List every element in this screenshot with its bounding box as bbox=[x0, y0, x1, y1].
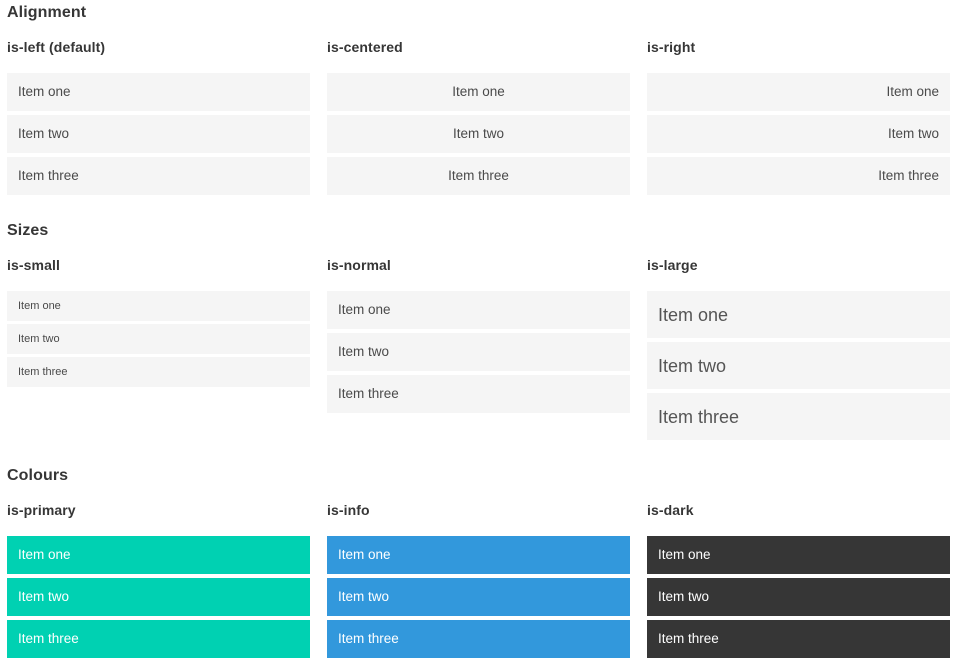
colours-columns: is-primary Item one Item two Item three … bbox=[7, 502, 950, 662]
list-item: Item three bbox=[647, 157, 950, 195]
list-is-primary: Item one Item two Item three bbox=[7, 536, 310, 658]
alignment-columns: is-left (default) Item one Item two Item… bbox=[7, 39, 950, 199]
list-item: Item one bbox=[7, 73, 310, 111]
section-title-colours: Colours bbox=[7, 467, 69, 484]
section-sizes: Sizes is-small Item one Item two Item th… bbox=[7, 221, 950, 444]
list-item: Item one bbox=[7, 536, 310, 574]
column-is-info: is-info Item one Item two Item three bbox=[327, 502, 630, 662]
list-item: Item three bbox=[7, 357, 310, 387]
list-item: Item three bbox=[647, 393, 950, 440]
list-is-dark: Item one Item two Item three bbox=[647, 536, 950, 658]
list-item: Item three bbox=[647, 620, 950, 658]
list-is-large: Item one Item two Item three bbox=[647, 291, 950, 440]
list-item: Item one bbox=[327, 536, 630, 574]
column-is-centered: is-centered Item one Item two Item three bbox=[327, 39, 630, 199]
section-colours: Colours is-primary Item one Item two Ite… bbox=[7, 466, 950, 662]
list-is-left: Item one Item two Item three bbox=[7, 73, 310, 195]
list-item: Item three bbox=[7, 157, 310, 195]
column-is-small: is-small Item one Item two Item three bbox=[7, 257, 310, 444]
column-is-dark: is-dark Item one Item two Item three bbox=[647, 502, 950, 662]
list-item: Item one bbox=[327, 73, 630, 111]
column-heading-is-left: is-left (default) bbox=[7, 39, 106, 55]
column-heading-is-info: is-info bbox=[327, 502, 370, 518]
list-item: Item three bbox=[327, 157, 630, 195]
section-title-alignment: Alignment bbox=[7, 4, 87, 21]
list-item: Item two bbox=[647, 578, 950, 616]
column-is-normal: is-normal Item one Item two Item three bbox=[327, 257, 630, 444]
list-is-small: Item one Item two Item three bbox=[7, 291, 310, 387]
column-is-right: is-right Item one Item two Item three bbox=[647, 39, 950, 199]
list-item: Item three bbox=[327, 375, 630, 413]
section-title-sizes: Sizes bbox=[7, 222, 49, 239]
section-alignment: Alignment is-left (default) Item one Ite… bbox=[7, 3, 950, 199]
column-is-primary: is-primary Item one Item two Item three bbox=[7, 502, 310, 662]
column-is-large: is-large Item one Item two Item three bbox=[647, 257, 950, 444]
list-item: Item two bbox=[7, 578, 310, 616]
column-heading-is-centered: is-centered bbox=[327, 39, 403, 55]
column-heading-is-small: is-small bbox=[7, 257, 60, 273]
list-item: Item one bbox=[7, 291, 310, 321]
column-heading-is-large: is-large bbox=[647, 257, 698, 273]
list-item: Item two bbox=[327, 333, 630, 371]
list-is-right: Item one Item two Item three bbox=[647, 73, 950, 195]
column-heading-is-right: is-right bbox=[647, 39, 696, 55]
list-item: Item two bbox=[647, 115, 950, 153]
sizes-columns: is-small Item one Item two Item three is… bbox=[7, 257, 950, 444]
list-is-centered: Item one Item two Item three bbox=[327, 73, 630, 195]
list-item: Item two bbox=[647, 342, 950, 389]
list-is-normal: Item one Item two Item three bbox=[327, 291, 630, 413]
list-item: Item one bbox=[647, 536, 950, 574]
list-item: Item one bbox=[647, 291, 950, 338]
list-item: Item two bbox=[7, 115, 310, 153]
list-is-info: Item one Item two Item three bbox=[327, 536, 630, 658]
list-item: Item three bbox=[327, 620, 630, 658]
column-heading-is-normal: is-normal bbox=[327, 257, 391, 273]
column-heading-is-dark: is-dark bbox=[647, 502, 694, 518]
list-item: Item three bbox=[7, 620, 310, 658]
column-is-left: is-left (default) Item one Item two Item… bbox=[7, 39, 310, 199]
list-item: Item two bbox=[327, 115, 630, 153]
list-item: Item one bbox=[327, 291, 630, 329]
list-item: Item one bbox=[647, 73, 950, 111]
column-heading-is-primary: is-primary bbox=[7, 502, 76, 518]
list-item: Item two bbox=[7, 324, 310, 354]
list-item: Item two bbox=[327, 578, 630, 616]
